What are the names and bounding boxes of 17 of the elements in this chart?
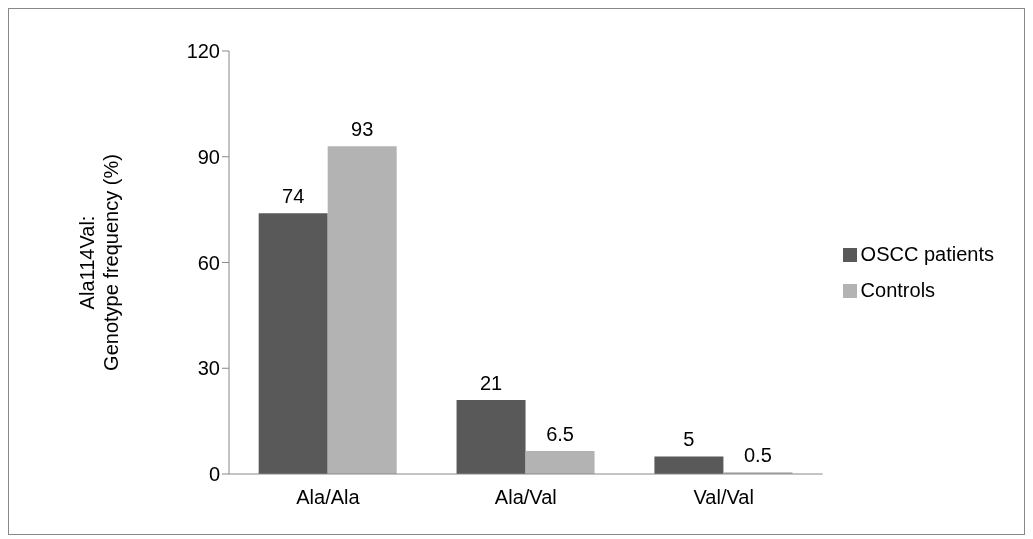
data-label: 6.5 bbox=[546, 423, 574, 446]
data-label: 21 bbox=[479, 371, 503, 394]
y-tick-label: 90 bbox=[197, 145, 220, 168]
x-tick-label: Ala/Ala bbox=[296, 486, 361, 509]
data-label: 93 bbox=[351, 118, 374, 141]
data-label: 74 bbox=[282, 185, 305, 208]
legend-label: Controls bbox=[860, 278, 936, 301]
y-tick-label: 60 bbox=[197, 251, 220, 274]
y-tick-label: 120 bbox=[186, 40, 220, 63]
y-tick-label: 30 bbox=[197, 357, 220, 380]
data-label: 0.5 bbox=[744, 444, 772, 467]
x-tick-label: Val/Val bbox=[693, 486, 754, 509]
x-tick-label: Ala/Val bbox=[494, 486, 557, 509]
legend-label: OSCC patients bbox=[860, 242, 994, 265]
y-tick-label: 0 bbox=[208, 463, 220, 486]
y-axis-title: Ala114Val: Genotype frequency (%) bbox=[76, 154, 122, 371]
data-label: 5 bbox=[683, 428, 695, 451]
